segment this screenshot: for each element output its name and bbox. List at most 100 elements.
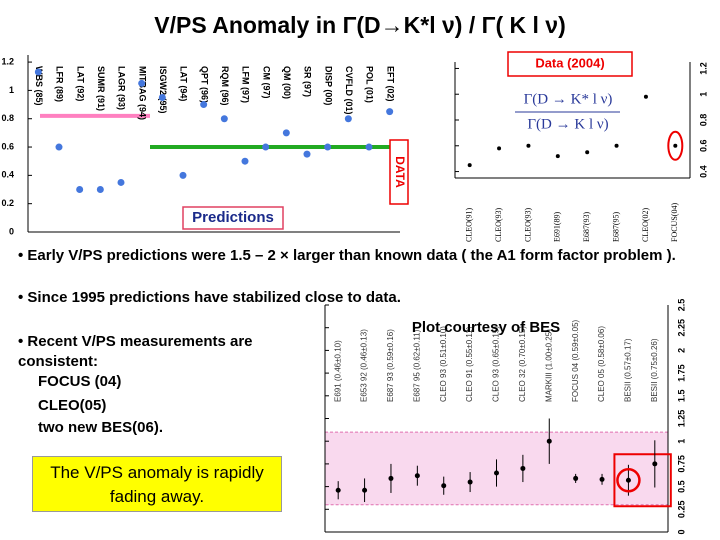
- category-label: MITBAG (94): [137, 66, 147, 120]
- y-tick-label: 0.75: [676, 455, 686, 473]
- category-label: LAT (94): [179, 66, 189, 101]
- data-point: [414, 473, 420, 479]
- data-point: [520, 465, 526, 471]
- chart-title: Data (2004): [535, 55, 604, 70]
- data-point: [138, 79, 146, 87]
- category-label: CLEO(02): [641, 207, 650, 242]
- y-tick-label: 2.5: [676, 299, 686, 312]
- data-point: [282, 129, 290, 137]
- category-label: EFT (02): [385, 66, 395, 102]
- bullet-item: CLEO(05): [38, 397, 107, 414]
- data-point: [324, 143, 332, 151]
- category-label: CLEO 32 (0.70±0.15): [518, 326, 527, 402]
- category-label: FOCUS(04): [670, 203, 679, 242]
- category-label: CLEO 05 (0.58±0.06): [597, 326, 606, 402]
- data-point: [335, 487, 341, 493]
- category-label: CLEO(93): [523, 207, 532, 242]
- data-point: [158, 93, 166, 101]
- y-tick-label: 0.4: [698, 165, 708, 178]
- data-point: [441, 483, 447, 489]
- category-label: CLEO 93 (0.65±0.15): [492, 326, 501, 402]
- category-label: DISP (00): [323, 66, 333, 105]
- y-tick-label: 0.25: [676, 501, 686, 519]
- slide-title: V/PS Anomaly in Γ(D→K*l ν) / Γ( K l ν): [154, 12, 566, 38]
- annotation: Predictions: [192, 209, 274, 226]
- category-label: FOCUS 04 (0.59±0.05): [571, 319, 580, 402]
- y-tick-label: 0.6: [698, 140, 708, 153]
- data-point: [117, 178, 125, 186]
- data-point: [652, 461, 658, 467]
- y-tick-label: 0: [9, 226, 14, 236]
- data-point: [555, 154, 560, 159]
- highlight: [667, 130, 684, 161]
- y-tick-label: 0: [676, 529, 686, 534]
- data-point: [546, 438, 552, 444]
- category-label: LAGR (93): [117, 66, 127, 110]
- category-label: CVFLD (01): [344, 66, 354, 115]
- category-label: LFR (89): [55, 66, 65, 102]
- category-label: WBS (85): [34, 66, 44, 106]
- bullet: • Early V/PS predictions were 1.5 – 2 × …: [18, 247, 676, 264]
- data-point: [388, 475, 394, 481]
- category-label: BESII (0.75±0.26): [650, 338, 659, 402]
- category-label: CM (97): [261, 66, 271, 99]
- bullet: • Recent V/PS measurements are consisten…: [18, 333, 253, 370]
- data-point: [386, 108, 394, 116]
- y-tick-label: 1.2: [1, 56, 14, 66]
- y-tick-label: 2: [676, 348, 686, 353]
- data-point: [76, 186, 84, 194]
- y-tick-label: 1: [9, 85, 14, 95]
- y-tick-label: 1: [676, 439, 686, 444]
- category-label: LAT (92): [75, 66, 85, 101]
- data-point: [220, 115, 228, 123]
- y-tick-label: 1.25: [676, 410, 686, 428]
- bullet-item: two new BES(06).: [38, 419, 164, 436]
- data-point: [365, 143, 373, 151]
- data-point: [262, 143, 270, 151]
- data-point: [96, 186, 104, 194]
- data-point: [673, 143, 678, 148]
- data-point: [303, 150, 311, 158]
- title-box: [507, 51, 633, 77]
- category-label: POL (01): [365, 66, 375, 103]
- y-tick-label: 0.5: [676, 480, 686, 493]
- category-label: LFM (97): [241, 66, 251, 103]
- y-tick-label: 2.25: [676, 319, 686, 337]
- y-tick-label: 1.75: [676, 364, 686, 382]
- data-point: [599, 476, 605, 482]
- y-tick-label: 1.2: [698, 62, 708, 75]
- data-point: [179, 171, 187, 179]
- chart-title: Plot courtesy of BES: [412, 319, 560, 336]
- formula: Γ(D → K* l ν): [524, 91, 613, 107]
- y-tick-label: 0.8: [698, 114, 708, 127]
- category-label: CLEO(91): [465, 207, 474, 242]
- category-label: E687 95 (0.62±0.11): [412, 329, 421, 402]
- conclusion-box: The V/PS anomaly is rapidly fading away.: [32, 456, 282, 512]
- data-point: [344, 115, 352, 123]
- category-label: E687(95): [611, 211, 620, 242]
- category-label: CLEO 93 (0.51±0.10): [439, 326, 448, 402]
- category-label: QM (00): [282, 66, 292, 99]
- category-label: E691(89): [553, 211, 562, 242]
- data-point: [467, 479, 473, 485]
- highlight: [616, 467, 641, 493]
- category-label: BESII (0.57±0.17): [624, 338, 633, 402]
- y-tick-label: 1.5: [676, 390, 686, 403]
- category-label: ISGW2 (95): [158, 66, 168, 114]
- annotation: DATA: [393, 156, 407, 188]
- data-point: [34, 68, 42, 76]
- data-point: [362, 487, 368, 493]
- bullet: • Since 1995 predictions have stabilized…: [18, 289, 401, 306]
- bullet-item: FOCUS (04): [38, 373, 122, 390]
- data-point: [643, 94, 648, 99]
- data-point: [497, 146, 502, 151]
- highlight-box: [613, 453, 672, 508]
- category-label: QPT (96): [199, 66, 209, 103]
- category-label: E687(93): [582, 211, 591, 242]
- category-label: E687 93 (0.59±0.16): [386, 329, 395, 402]
- data-point: [625, 477, 631, 483]
- category-label: E653 92 (0.46±0.13): [360, 329, 369, 402]
- annotation-box: [182, 206, 284, 230]
- category-label: SUMR (91): [96, 66, 106, 111]
